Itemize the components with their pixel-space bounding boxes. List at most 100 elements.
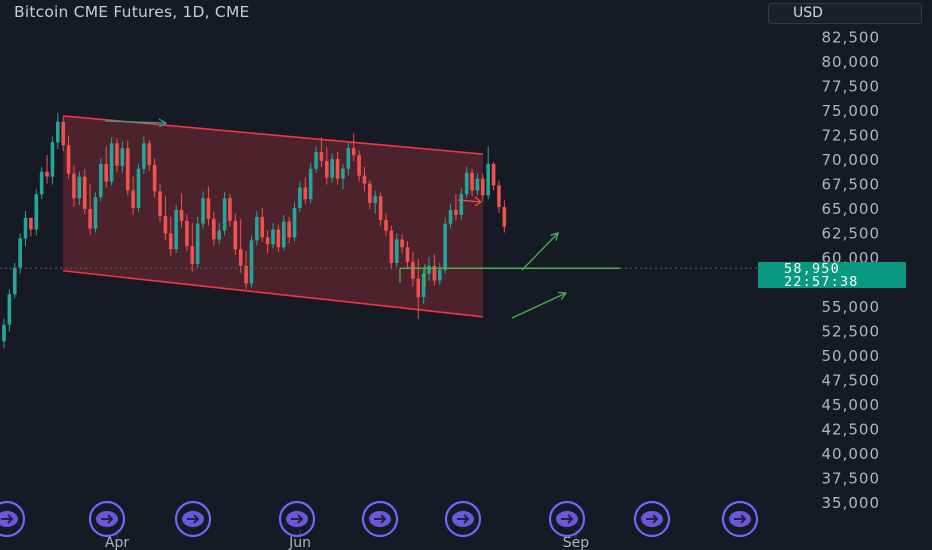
price-tick-label: 47,500 [822,372,881,390]
price-tick-label: 50,000 [822,347,881,365]
candle-body [125,148,130,191]
last-price-label: 58,950 22:57:38 [758,262,906,288]
candle-body [131,190,135,209]
axis-mask [758,499,932,539]
candle-body [34,194,39,230]
candle-body [115,143,119,166]
event-arrow-icon[interactable] [88,500,126,538]
price-tick-label: 82,500 [822,29,881,47]
event-icon-ring [88,500,126,538]
event-icon-ring [361,500,399,538]
price-tick-label: 77,500 [822,78,881,96]
candle-body [448,209,453,224]
candle-body [497,185,501,208]
candle-body [255,216,259,241]
price-tick-label: 65,000 [822,200,881,218]
event-icon-arrow-head [463,514,470,524]
event-icon-ring [721,500,759,538]
channel-fill [63,115,483,317]
candle-body [50,142,55,177]
candle-body [142,143,146,169]
candle-body [281,221,286,248]
candle-body [341,168,345,179]
event-icon-arrow-head [652,514,659,524]
candle-body [287,221,291,238]
price-tick-label: 42,500 [822,421,881,439]
currency-button[interactable]: USD [768,3,922,24]
candle-body [201,198,205,224]
event-arrow-icon[interactable] [0,500,26,538]
candle-body [179,209,184,221]
candle-body [168,233,173,250]
event-arrow-icon[interactable] [278,500,316,538]
candle-body [351,148,356,156]
event-arrow-icon[interactable] [721,500,759,538]
candle-body [136,168,141,209]
event-icon-arrow-head [297,514,304,524]
price-tick-label: 52,500 [822,323,881,341]
candle-body [373,196,378,204]
candle-body [212,218,216,240]
projection-arrow-up [521,232,559,271]
candle-body [163,215,168,234]
candle-body [459,194,464,215]
candle-body [18,238,22,268]
candle-body [158,191,162,216]
last-price-value: 58,950 [784,261,840,277]
candle-body [88,209,92,229]
event-icon-ring [548,500,586,538]
candle-body [265,237,270,245]
event-arrow-icon[interactable] [633,500,671,538]
candle-body [368,183,372,204]
candle-body [400,239,404,248]
candle-body [233,220,238,250]
candle-body [276,229,281,248]
candle-body [330,159,334,178]
price-tick-label: 35,000 [822,494,881,512]
channel-lower-line [62,269,484,318]
candle-body [454,209,458,215]
projection-arrow-lower-head [557,291,568,300]
event-icon-ring [278,500,316,538]
overlay-layer [0,118,758,319]
price-tick-label: 80,000 [822,53,881,71]
candle-body [481,178,485,196]
event-arrow-icon[interactable] [548,500,586,538]
candle-body [298,187,302,209]
candle-body [443,223,447,270]
candle-body [437,269,442,281]
candle-body [61,121,65,146]
candle-body [384,219,388,231]
event-icon-ring [0,500,26,538]
candle-body [185,220,189,247]
candle-body [491,163,496,186]
candle-body [389,230,394,263]
candle-body [66,145,71,174]
event-icon-arrow-head [567,514,574,524]
event-arrow-icon[interactable] [444,500,482,538]
event-icon-arrow-head [380,514,387,524]
time-label: Sep [563,535,590,550]
event-arrow-icon[interactable] [174,500,212,538]
marker-arrow-red-head [474,196,483,207]
event-arrow-icon[interactable] [361,500,399,538]
candle-body [325,160,329,178]
candle-body [427,265,431,274]
candle-body [335,159,340,179]
events-row[interactable]: 35,000 [0,494,932,539]
marker-arrow [104,120,167,124]
candle-body [93,197,98,229]
price-tick-label: 45,000 [822,396,881,414]
candle-body [72,173,76,199]
candle-body [502,207,507,227]
time-axis[interactable]: Apr Jun Sep [105,530,589,550]
time-label: Apr [105,535,129,550]
event-icon-ring [633,500,671,538]
price-tick-label: 55,000 [822,298,881,316]
price-tick-label: 62,500 [822,225,881,243]
candle-body [45,171,49,177]
candle-body [174,209,178,250]
candle-body [39,171,44,195]
